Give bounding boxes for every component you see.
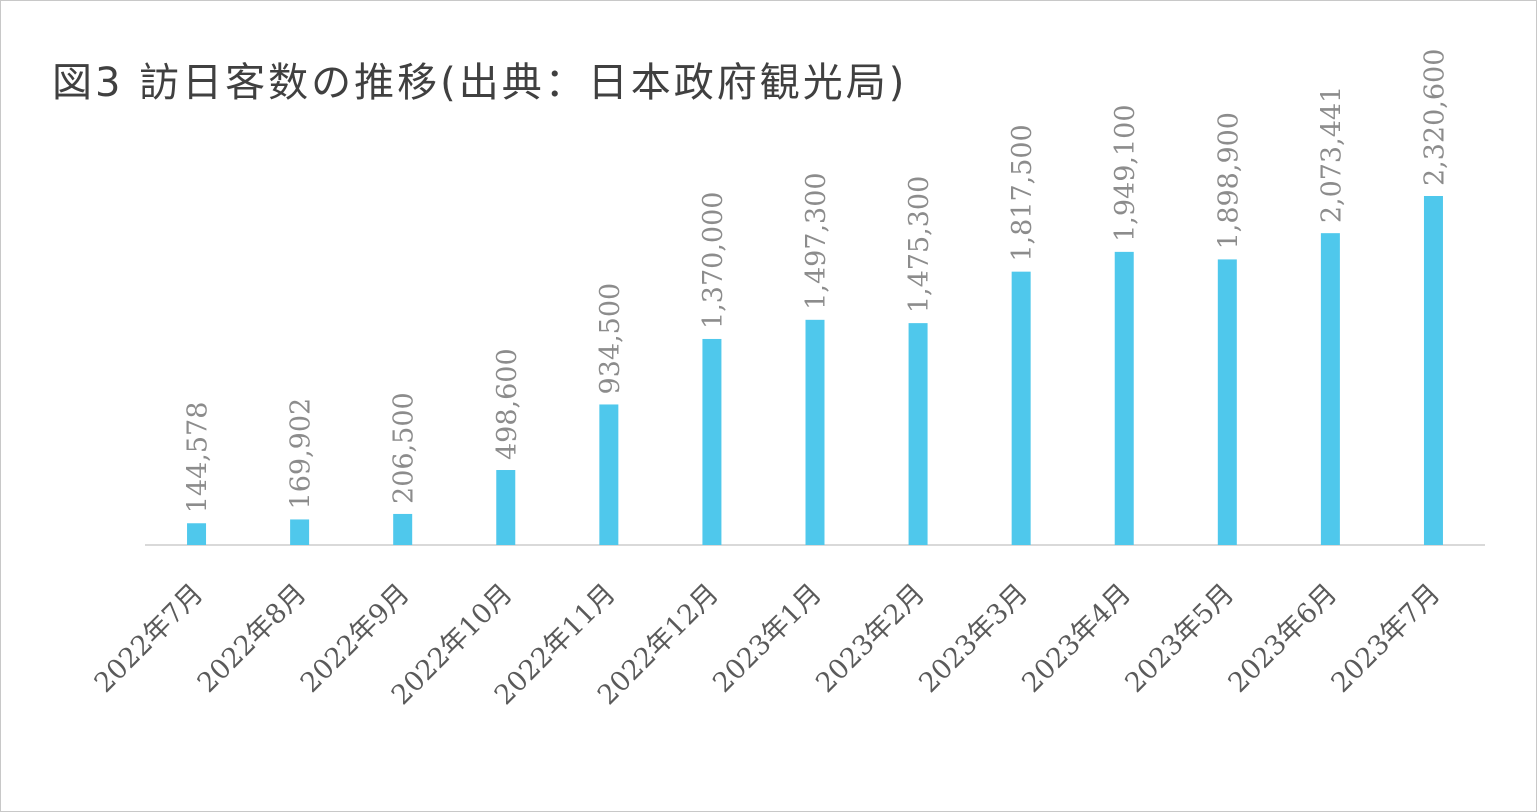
- data-label: 1,475,300: [904, 176, 935, 313]
- data-label: 1,370,000: [698, 192, 729, 329]
- x-tick-label: 2023年5月: [1119, 578, 1240, 699]
- data-label: 144,578: [183, 402, 214, 514]
- chart-title: 図3 訪日客数の推移(出典：日本政府観光局): [52, 60, 908, 106]
- bar: [1114, 251, 1134, 546]
- data-label: 1,497,300: [801, 172, 832, 309]
- bar: [393, 513, 413, 545]
- bar: [599, 404, 619, 545]
- x-tick-label: 2023年4月: [1016, 578, 1137, 699]
- bar: [1320, 233, 1340, 545]
- bar: [1011, 271, 1031, 545]
- bar: [1423, 196, 1443, 545]
- data-label: 206,500: [389, 392, 420, 504]
- x-tick-label: 2023年3月: [913, 578, 1034, 699]
- x-tick-label: 2023年7月: [1326, 578, 1447, 699]
- data-label: 498,600: [492, 348, 523, 460]
- x-tick-label: 2023年1月: [707, 578, 828, 699]
- data-label: 169,902: [286, 398, 317, 510]
- x-tick-label: 2022年7月: [89, 578, 210, 699]
- x-tick-label: 2023年6月: [1222, 578, 1343, 699]
- bar: [908, 323, 928, 545]
- bar: [1217, 259, 1237, 545]
- data-label: 2,073,441: [1316, 86, 1347, 223]
- bar: [187, 523, 207, 545]
- data-label: 2,320,600: [1419, 49, 1450, 186]
- bar: [290, 519, 310, 545]
- data-label: 1,898,900: [1213, 112, 1244, 249]
- bar: [702, 338, 722, 545]
- data-label: 934,500: [595, 283, 626, 395]
- data-label: 1,949,100: [1110, 104, 1141, 241]
- data-label: 1,817,500: [1007, 124, 1038, 261]
- bar: [805, 319, 825, 545]
- bar: [496, 470, 516, 545]
- x-tick-label: 2023年2月: [810, 578, 931, 699]
- x-tick-label: 2022年8月: [192, 578, 313, 699]
